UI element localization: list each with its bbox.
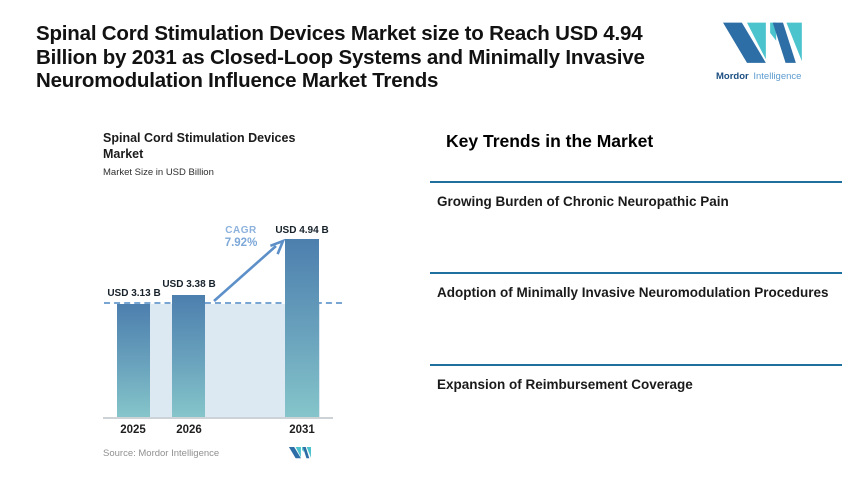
trend-item-2-label: Adoption of Minimally Invasive Neuromodu… bbox=[437, 285, 829, 300]
bar-2026 bbox=[172, 295, 205, 417]
trend-item-1: Growing Burden of Chronic Neuropathic Pa… bbox=[430, 181, 842, 212]
chart-title-line2: Market bbox=[103, 146, 144, 161]
cagr-value: 7.92% bbox=[224, 237, 258, 249]
trend-item-3-label: Expansion of Reimbursement Coverage bbox=[437, 377, 693, 392]
baseline-dashed-line bbox=[104, 302, 342, 304]
page-title-line3: Neuromodulation Influence Market Trends bbox=[36, 69, 439, 92]
trend-item-2: Adoption of Minimally Invasive Neuromodu… bbox=[430, 272, 842, 303]
growth-arrow-icon bbox=[213, 238, 286, 302]
chart-subtitle: Market Size in USD Billion bbox=[103, 167, 214, 178]
cagr-label: CAGR bbox=[225, 225, 257, 236]
mordor-logo-icon bbox=[723, 22, 802, 63]
x-axis-label-2031: 2031 bbox=[289, 424, 315, 436]
x-axis-label-2026: 2026 bbox=[176, 424, 202, 436]
mordor-logo-small-icon bbox=[288, 447, 311, 459]
brand-name-primary: Mordor bbox=[716, 71, 749, 82]
x-axis-label-2025: 2025 bbox=[120, 424, 146, 436]
page-title: Spinal Cord Stimulation Devices Market s… bbox=[36, 22, 716, 93]
bar-value-label-2026: USD 3.38 B bbox=[162, 279, 216, 290]
bar-2025 bbox=[117, 304, 150, 417]
trend-item-1-label: Growing Burden of Chronic Neuropathic Pa… bbox=[437, 194, 729, 209]
chart-title: Spinal Cord Stimulation Devices Market bbox=[103, 131, 295, 162]
bar-value-label-2025: USD 3.13 B bbox=[107, 288, 161, 299]
trend-item-3: Expansion of Reimbursement Coverage bbox=[430, 364, 842, 395]
brand-name-secondary: Intelligence bbox=[753, 71, 802, 82]
trends-heading: Key Trends in the Market bbox=[446, 131, 654, 151]
page-title-line2: Billion by 2031 as Closed-Loop Systems a… bbox=[36, 45, 645, 69]
bar-value-label-2031: USD 4.94 B bbox=[275, 225, 329, 236]
brand-logo: Mordor Intelligence bbox=[716, 20, 816, 82]
x-axis-line bbox=[103, 417, 333, 419]
page-title-line1: Spinal Cord Stimulation Devices Market s… bbox=[36, 22, 643, 45]
brand-name: Mordor Intelligence bbox=[716, 71, 816, 82]
bar-2031 bbox=[285, 239, 319, 417]
chart-title-line1: Spinal Cord Stimulation Devices bbox=[103, 131, 296, 145]
source-note: Source: Mordor Intelligence bbox=[103, 448, 220, 459]
